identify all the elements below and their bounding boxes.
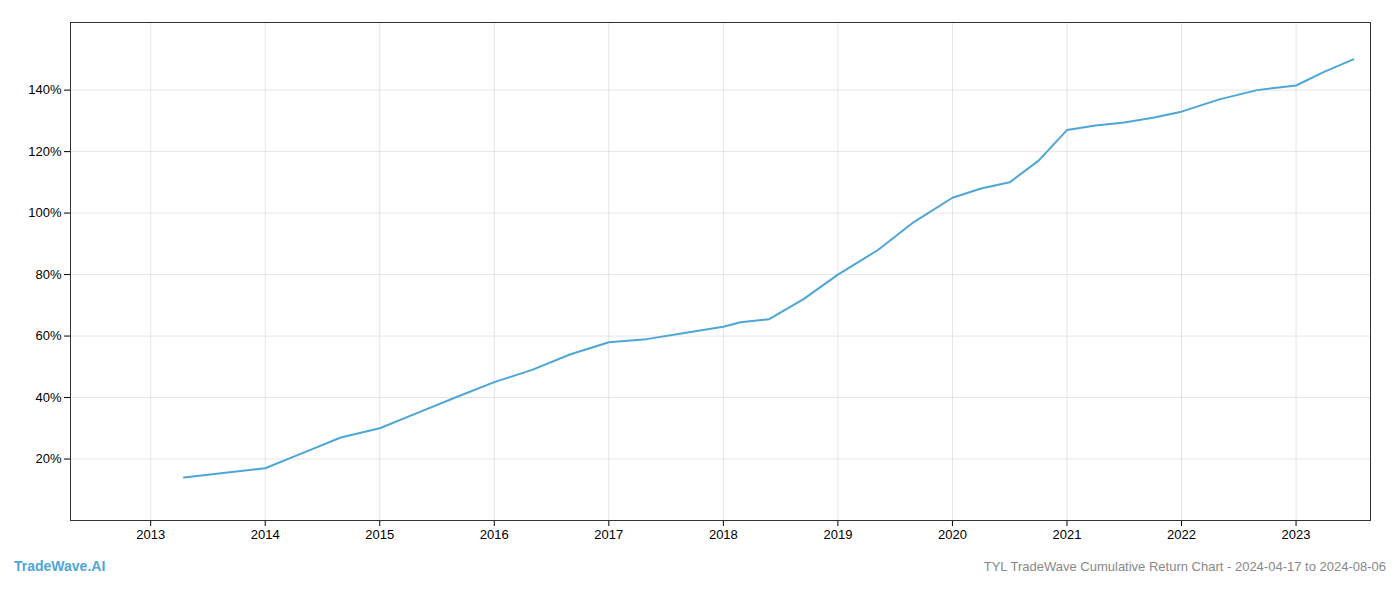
svg-text:2022: 2022 xyxy=(1167,527,1196,542)
svg-text:2017: 2017 xyxy=(594,527,623,542)
svg-text:140%: 140% xyxy=(28,82,62,97)
svg-text:2023: 2023 xyxy=(1282,527,1311,542)
svg-text:100%: 100% xyxy=(28,205,62,220)
svg-text:120%: 120% xyxy=(28,144,62,159)
svg-text:20%: 20% xyxy=(35,451,61,466)
svg-text:2016: 2016 xyxy=(480,527,509,542)
svg-text:40%: 40% xyxy=(35,390,61,405)
html-text:TradeWave.AI: TradeWave.AI xyxy=(14,558,106,574)
svg-text:80%: 80% xyxy=(35,267,61,282)
svg-text:2021: 2021 xyxy=(1053,527,1082,542)
svg-text:2020: 2020 xyxy=(938,527,967,542)
svg-text:60%: 60% xyxy=(35,328,61,343)
svg-text:2015: 2015 xyxy=(365,527,394,542)
svg-text:2014: 2014 xyxy=(251,527,280,542)
svg-text:2019: 2019 xyxy=(823,527,852,542)
svg-text:2013: 2013 xyxy=(136,527,165,542)
svg-text:2018: 2018 xyxy=(709,527,738,542)
html-text:TYL TradeWave Cumulative Retur: TYL TradeWave Cumulative Return Chart - … xyxy=(983,559,1386,574)
